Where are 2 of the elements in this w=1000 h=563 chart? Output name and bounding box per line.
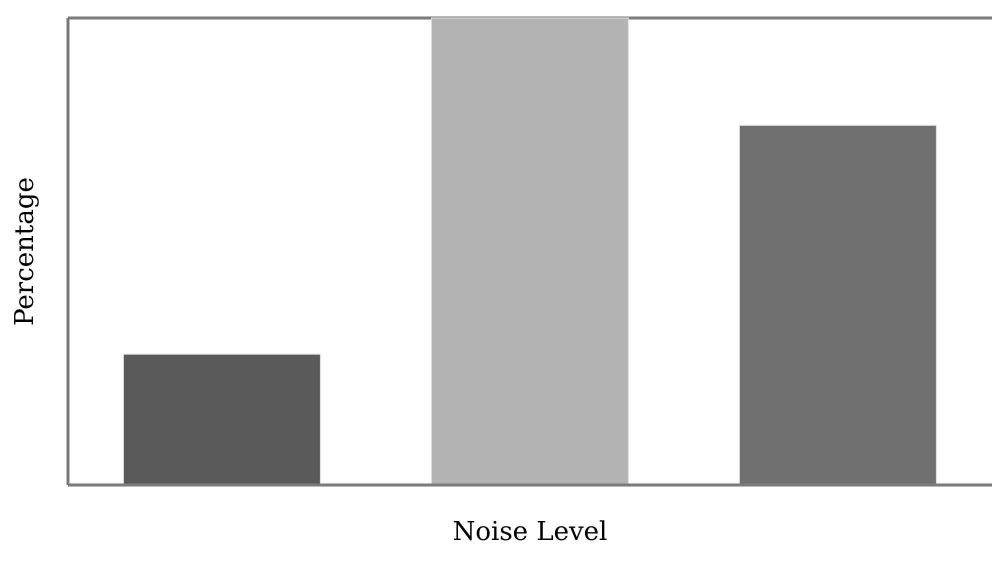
- x-axis-title: Noise Level: [452, 517, 608, 547]
- y-axis-title: Percentage: [10, 177, 40, 326]
